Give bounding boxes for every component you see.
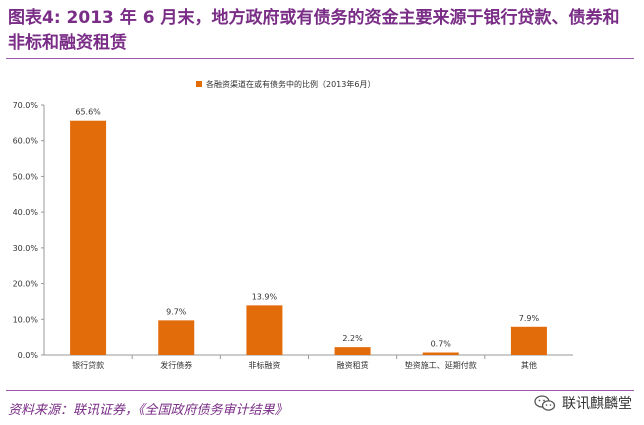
footer-divider	[6, 390, 634, 391]
y-tick-label: 0.0%	[18, 351, 39, 360]
bar	[70, 120, 107, 355]
source-note: 资料来源：联讯证券，《全国政府债务审计结果》	[8, 403, 288, 418]
bar-value-label: 7.9%	[519, 314, 540, 323]
bar-value-label: 9.7%	[166, 307, 187, 316]
y-tick-label: 70.0%	[13, 101, 39, 110]
legend-swatch	[196, 81, 202, 87]
category-label: 银行贷款	[72, 360, 104, 370]
bar	[246, 305, 283, 355]
bar-value-label: 13.9%	[252, 292, 278, 301]
watermark-text: 联讯麒麟堂	[562, 396, 632, 412]
watermark: 联讯麒麟堂	[534, 391, 632, 415]
bar-value-label: 65.6%	[75, 108, 101, 117]
y-tick-label: 50.0%	[13, 172, 39, 181]
figure-title: 图表4: 2013 年 6 月末，地方政府或有债务的资金主要来源于银行贷款、债券…	[8, 8, 620, 53]
category-label: 垫资施工、延期付款	[405, 360, 477, 370]
y-tick-label: 20.0%	[13, 280, 39, 289]
bar-value-label: 0.7%	[431, 340, 452, 349]
bar	[158, 320, 195, 355]
category-label: 非标融资	[248, 360, 280, 370]
title-divider	[6, 58, 634, 59]
category-label: 发行债券	[160, 360, 192, 370]
y-tick-label: 10.0%	[13, 315, 39, 324]
bar-chart: 各融资渠道在或有债务中的比例（2013年6月） 0.0% 10.0% 20.0% 30.…	[13, 79, 573, 370]
y-tick-label: 40.0%	[13, 208, 39, 217]
wechat-icon	[534, 395, 556, 411]
category-label: 融资租赁	[337, 360, 369, 370]
category-label: 其他	[521, 360, 537, 370]
y-tick-label: 30.0%	[13, 244, 39, 253]
bar-value-label: 2.2%	[342, 334, 363, 343]
bar	[422, 352, 459, 355]
bar	[510, 326, 547, 355]
y-tick-label: 60.0%	[13, 137, 39, 146]
legend-label: 各融资渠道在或有债务中的比例（2013年6月）	[206, 79, 375, 89]
bar	[334, 347, 371, 355]
